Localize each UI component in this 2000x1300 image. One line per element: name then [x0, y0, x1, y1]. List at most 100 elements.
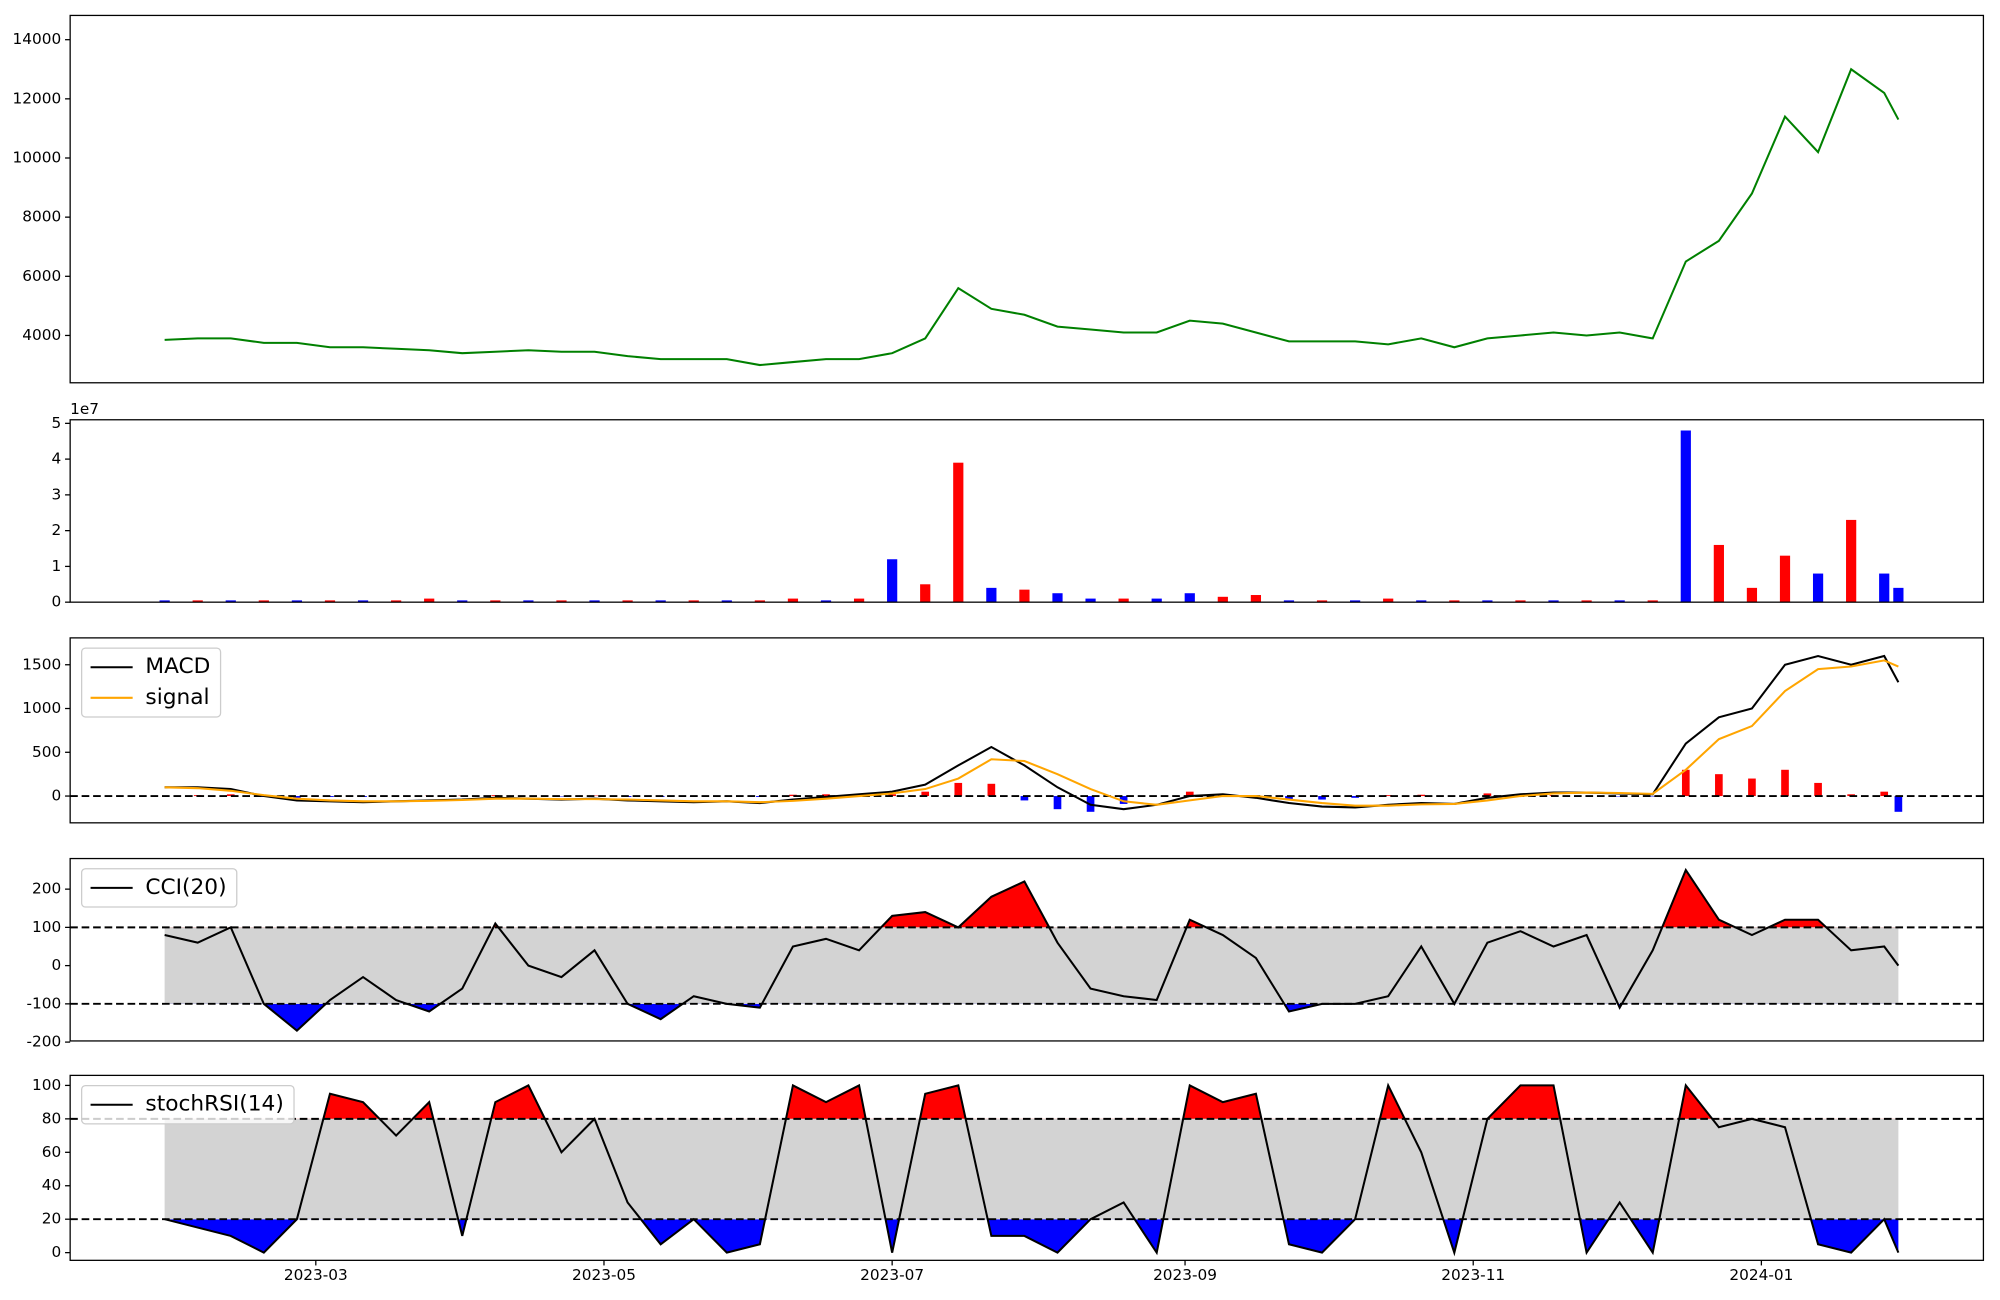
y-tick-label: 4	[51, 450, 61, 468]
neutral-band	[164, 1118, 1899, 1220]
histogram-bar	[1285, 796, 1293, 800]
series-line	[164, 1082, 1900, 1257]
legend: CCI(20)	[80, 868, 238, 908]
volume-bar	[1383, 598, 1394, 603]
histogram-bar	[1417, 794, 1426, 797]
y-tick-label: 1000	[22, 699, 61, 717]
volume-bar	[424, 598, 435, 603]
volume-bar	[589, 600, 600, 603]
y-tick-label: 500	[32, 743, 61, 761]
volume-bar	[920, 584, 931, 603]
x-tick-label: 2024-01	[1729, 1266, 1793, 1284]
histogram-bar	[822, 794, 830, 797]
y-tick-label: 8000	[22, 208, 61, 226]
axis-offset: 1e7	[70, 400, 99, 418]
histogram-bar	[1715, 774, 1723, 797]
histogram-bar	[1185, 791, 1194, 797]
y-tick-label: 3	[51, 485, 61, 503]
histogram-bar	[1814, 782, 1822, 797]
volume-bar	[490, 600, 501, 603]
volume-bar	[1118, 598, 1129, 603]
x-tick-label: 2023-07	[860, 1266, 924, 1284]
volume-bar	[622, 600, 633, 603]
volume-bar	[1316, 600, 1328, 603]
y-tick-label: -100	[27, 994, 62, 1012]
histogram-bar	[293, 796, 301, 798]
histogram-bar	[1483, 793, 1492, 797]
volume-bar	[1250, 595, 1262, 603]
y-tick-label: 20	[42, 1210, 61, 1228]
overbought-fill	[493, 870, 1827, 928]
volume-bar	[754, 600, 765, 603]
volume-bar	[192, 600, 203, 603]
volume-bar	[1812, 573, 1824, 603]
histogram-bar	[1053, 796, 1062, 810]
volume-bar	[291, 600, 303, 603]
x-tick-label: 2023-09	[1153, 1266, 1217, 1284]
volume-bar	[1647, 600, 1658, 603]
series-line	[164, 867, 1900, 1032]
volume-bar	[953, 462, 964, 603]
volume-bar	[887, 559, 898, 603]
volume-bar	[1052, 593, 1063, 603]
y-tick-label: 4000	[22, 326, 61, 344]
volume-bar	[1581, 600, 1592, 603]
volume-bar	[1085, 598, 1096, 603]
volume-bar	[1151, 598, 1162, 603]
volume-bar	[1713, 544, 1724, 603]
histogram-bar	[987, 783, 996, 797]
volume-bar	[1680, 430, 1691, 603]
volume-bar	[324, 600, 336, 603]
plot-frame	[69, 14, 1985, 384]
volume-bar	[1515, 600, 1526, 603]
y-tick-label: 1	[51, 557, 61, 575]
x-tick-label: 2023-05	[572, 1266, 636, 1284]
plot-frame	[69, 637, 1985, 824]
legend-label: MACD	[145, 654, 210, 679]
y-tick-label: 0	[51, 787, 61, 805]
volume-bar	[688, 600, 699, 603]
histogram-bar	[1318, 796, 1326, 800]
volume-bar	[1217, 596, 1228, 603]
y-tick-label: 0	[51, 956, 61, 974]
neutral-band	[164, 927, 1899, 1004]
volume-bar	[457, 600, 468, 603]
volume-bar	[655, 600, 666, 603]
histogram-bar	[921, 791, 930, 797]
y-tick-label: 80	[42, 1109, 61, 1127]
volume-bar	[1846, 519, 1857, 603]
histogram-bar	[1681, 769, 1690, 797]
volume-bar	[787, 598, 799, 603]
volume-bar	[1416, 600, 1427, 603]
oversold-fill	[164, 1219, 1899, 1253]
histogram-bar	[789, 794, 797, 797]
y-tick-label: 100	[32, 1076, 61, 1094]
volume-bar	[1283, 600, 1295, 603]
volume-bar	[159, 600, 170, 603]
legend: MACD signal	[80, 647, 222, 718]
histogram-bar	[1384, 795, 1393, 797]
volume-bar	[1350, 600, 1361, 603]
histogram-bar	[226, 794, 235, 797]
plot-frame	[69, 419, 1985, 603]
x-tick-label: 2023-11	[1441, 1266, 1505, 1284]
histogram-bar	[1748, 778, 1756, 797]
histogram-bar	[1880, 791, 1889, 797]
y-tick-label: 40	[42, 1176, 61, 1194]
volume-bar	[556, 600, 567, 603]
y-tick-label: 1500	[22, 655, 61, 673]
legend-label: CCI(20)	[145, 875, 226, 900]
volume-bar	[1449, 600, 1460, 603]
volume-bar	[1779, 555, 1791, 603]
y-tick-label: 0	[51, 593, 61, 611]
histogram-bar	[1781, 769, 1789, 797]
y-tick-label: 100	[32, 918, 61, 936]
x-tick-label: 2023-03	[284, 1266, 348, 1284]
volume-bar	[1184, 593, 1195, 603]
y-tick-label: 2	[51, 521, 61, 539]
y-tick-label: 0	[51, 1243, 61, 1261]
series-line	[164, 659, 1899, 807]
volume-bar	[820, 600, 832, 603]
